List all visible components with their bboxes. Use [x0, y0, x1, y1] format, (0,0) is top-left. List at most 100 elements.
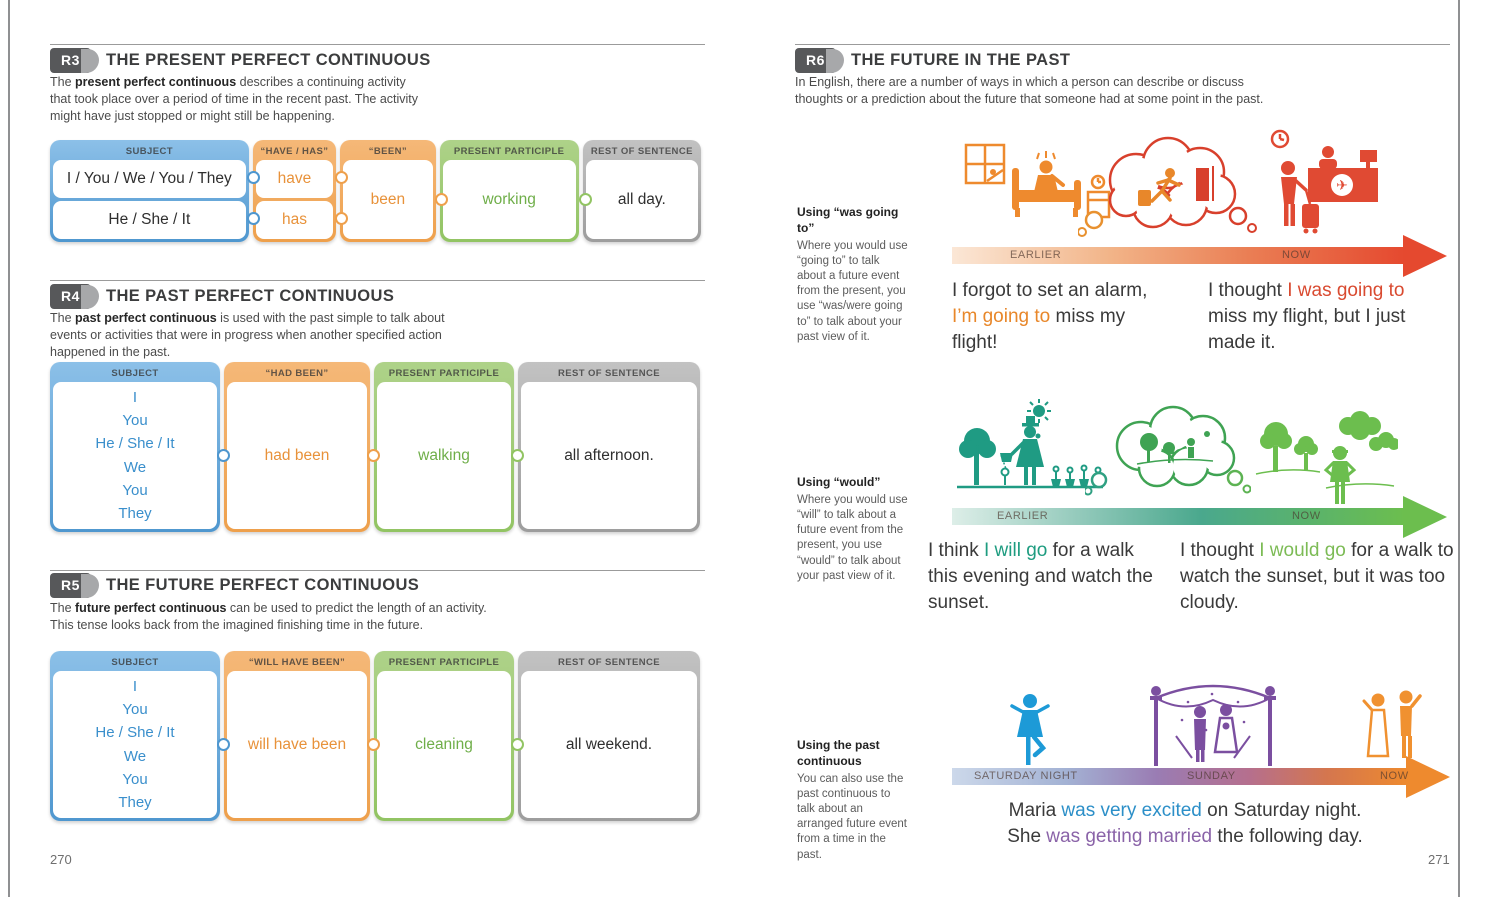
puzzle-r3: SUBJECT I / You / We / You / They He / S…: [50, 140, 701, 242]
timeline-label-now: NOW: [1380, 770, 1409, 782]
puzzle-knob: [367, 738, 380, 751]
puzzle-r3-participle-column: PRESENT PARTICIPLE working: [439, 140, 579, 242]
thought-bubble-missing-flight: [1078, 136, 1257, 237]
timeline-arrowhead: [1403, 235, 1447, 277]
timeline-earlier-now-orange: EARLIER NOW: [952, 235, 1447, 277]
badge-r5: R5: [50, 573, 99, 598]
timeline-earlier-now-green: EARLIER NOW: [952, 496, 1447, 538]
desc-r6: In English, there are a number of ways i…: [795, 75, 1264, 106]
cell-subject-row2: He / She / It: [53, 201, 246, 239]
puzzle-r5-aux-column: “WILL HAVE BEEN” will have been: [224, 651, 370, 821]
desc-r3-bold: present perfect continuous: [75, 75, 237, 89]
rule-r3: [50, 44, 705, 45]
puzzle-r4-subject-column: SUBJECT I You He / She / It We You They: [50, 362, 220, 532]
note-would: Using “would” Where you would use “will”…: [797, 475, 909, 584]
sentence-part: the following day.: [1212, 826, 1363, 848]
puzzle-knob: [511, 449, 524, 462]
puzzle-r4-rest-column: REST OF SENTENCE all afternoon.: [518, 362, 700, 532]
band-subject: SUBJECT: [111, 368, 159, 379]
timeline-label-sunday: SUNDAY: [1187, 770, 1236, 782]
airport-check-in-illustration: ✈: [1270, 129, 1378, 234]
right-page-edge: [1458, 0, 1460, 897]
note-body: Where you would use “will” to talk about…: [797, 493, 908, 582]
timeline-bar: [952, 247, 1405, 264]
subject-line: You: [122, 412, 148, 429]
cell-subject-multiline: I You He / She / It We You They: [53, 671, 217, 818]
puzzle-r3-been-column: “BEEN” been: [340, 140, 436, 242]
wedding-ceremony-illustration: [1150, 684, 1276, 766]
sentence-highlight: was very excited: [1061, 800, 1202, 821]
sentence-thought-walk: I thought I would go for a walk to watch…: [1180, 538, 1454, 617]
cell-participle: working: [442, 160, 576, 239]
timeline-label-now: NOW: [1282, 249, 1311, 261]
puzzle-knob: [335, 212, 348, 225]
puzzle-knob: [335, 171, 348, 184]
puzzle-knob: [367, 449, 380, 462]
timeline-label-now: NOW: [1292, 510, 1321, 522]
sentence-highlight: was getting married: [1046, 826, 1213, 848]
sentence-highlight: I will go: [983, 540, 1048, 561]
cell-aux: will have been: [227, 671, 367, 818]
subject-line: We: [123, 458, 147, 476]
note-past-continuous: Using the past continuous You can also u…: [797, 738, 909, 863]
puzzle-knob: [579, 193, 592, 206]
band-aux: “HAD BEEN”: [265, 368, 329, 379]
puzzle-knob: [435, 193, 448, 206]
title-r3: THE PRESENT PERFECT CONTINUOUS: [106, 51, 431, 69]
title-r5: THE FUTURE PERFECT CONTINUOUS: [106, 576, 420, 594]
timeline-label-earlier: EARLIER: [1010, 249, 1062, 261]
rule-r5: [50, 570, 705, 571]
cell-rest: all day.: [585, 160, 698, 239]
subject-line: He / She / It: [95, 435, 175, 453]
note-body: You can also use the past continuous to …: [797, 772, 907, 861]
cell-participle: cleaning: [377, 671, 511, 818]
band-rest: REST OF SENTENCE: [558, 657, 660, 668]
rule-r4: [50, 280, 705, 281]
puzzle-knob: [217, 449, 230, 462]
cell-rest: all afternoon.: [521, 382, 697, 529]
sentence-maria: Maria was very excited on Saturday night…: [950, 798, 1420, 850]
sentence-highlight: I’m going to: [952, 306, 1051, 328]
badge-r6: R6: [795, 48, 844, 73]
desc-r3: The present perfect continuous describes…: [50, 74, 422, 125]
puzzle-r5-participle-column: PRESENT PARTICIPLE cleaning: [374, 651, 514, 821]
puzzle-r3-rest-column: REST OF SENTENCE all day.: [582, 140, 701, 242]
timeline-arrowhead: [1406, 756, 1450, 798]
sentence-forgot-alarm: I forgot to set an alarm, I’m going to m…: [952, 278, 1157, 357]
band-subject: SUBJECT: [125, 146, 173, 157]
cell-subject-row1: I / You / We / You / They: [53, 160, 246, 198]
sentence-highlight: I was going to: [1287, 280, 1405, 301]
puzzle-knob: [217, 738, 230, 751]
puzzle-knob: [247, 212, 260, 225]
desc-r4-bold: past perfect continuous: [75, 311, 217, 325]
puzzle-r4-aux-column: “HAD BEEN” had been: [224, 362, 370, 532]
sentence-part: I thought: [1180, 540, 1260, 561]
subject-line: I: [132, 388, 138, 406]
note-was-going-to: Using “was going to” Where you would use…: [797, 205, 909, 345]
sentence-part: She: [1007, 826, 1047, 848]
cell-has: has: [255, 201, 334, 239]
desc-r5: The future perfect continuous can be use…: [50, 600, 510, 634]
note-title: Using “would”: [797, 475, 881, 489]
band-have-has: “HAVE / HAS”: [260, 146, 329, 157]
waking-up-in-bed-illustration: [964, 143, 1111, 219]
sentence-part: on Saturday night.: [1201, 800, 1362, 821]
sentence-think-walk: I think I will go for a walk this evenin…: [928, 538, 1165, 617]
timeline-arrowhead: [1403, 496, 1447, 538]
sentence-part: I forgot to set an alarm,: [952, 280, 1148, 301]
sentence-highlight: I would go: [1259, 540, 1346, 561]
subject-line: You: [122, 770, 148, 788]
timeline-label-earlier: EARLIER: [997, 510, 1049, 522]
puzzle-knob: [511, 738, 524, 751]
cell-have: have: [255, 160, 334, 198]
desc-r3-rest: describes a continuing activity that too…: [50, 75, 419, 123]
sentence-part: for a walk to watch the sunset, but it w…: [1180, 540, 1454, 614]
subject-line: He / She / It: [95, 724, 175, 742]
page-number-left: 270: [50, 852, 72, 867]
band-subject: SUBJECT: [111, 657, 159, 668]
band-rest: REST OF SENTENCE: [558, 368, 660, 379]
band-participle: PRESENT PARTICIPLE: [388, 368, 500, 379]
puzzle-r5-subject-column: SUBJECT I You He / She / It We You They: [50, 651, 220, 821]
note-body: Where you would use “going to” to talk a…: [797, 239, 908, 343]
